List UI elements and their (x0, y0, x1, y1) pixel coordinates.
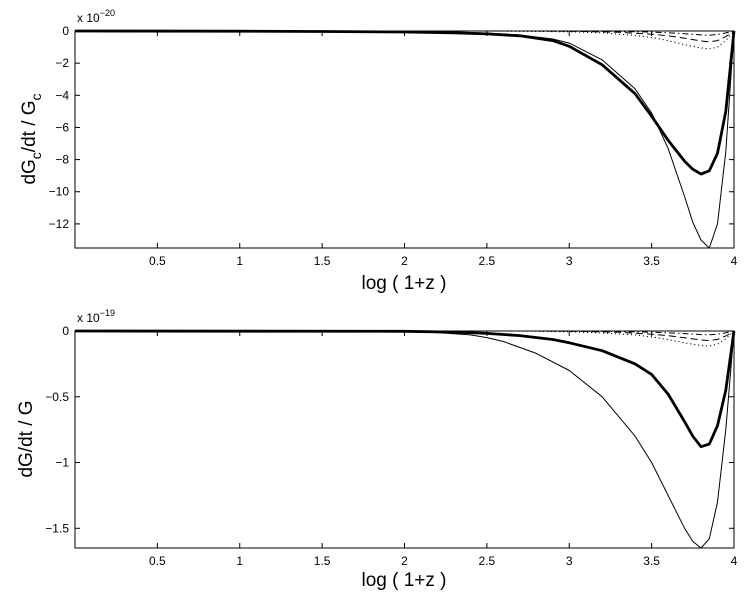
x-tick-label: 3 (566, 554, 573, 568)
y-tick-label: −2 (55, 56, 69, 70)
series-line-dotted (75, 30, 735, 50)
y-tick-label: −1.5 (45, 521, 69, 535)
y-tick-label: −6 (55, 120, 69, 134)
series-line-dash-dot (75, 330, 735, 336)
y-axis-title-bottom: dG/dt / G (16, 400, 37, 477)
series-line-dashed (75, 30, 735, 43)
x-tick-label: 3.5 (643, 554, 660, 568)
x-tick-label: 1 (236, 554, 243, 568)
y-tick-label: 0 (62, 324, 69, 338)
panel-bottom: 0.5 1 1.5 2 2.5 3 3.5 4 0 −0.5 −1 −1.5 x 10−19 log … (16, 308, 738, 591)
y-tick-label: −12 (49, 217, 70, 231)
x-tick-label: 1.5 (314, 254, 331, 268)
x-tick-label: 3.5 (643, 254, 660, 268)
ticks-group-top: 0.5 1 1.5 2 2.5 3 3.5 4 0 −2 −4 −6 −8 −10 −12 (49, 24, 738, 268)
x-tick-label: 1 (236, 254, 243, 268)
x-tick-label: 4 (731, 554, 738, 568)
x-axis-title-top: log ( 1+z ) (361, 273, 446, 294)
exponent-label-top: x 10−20 (77, 8, 115, 25)
series-line-thick-solid (74, 29, 736, 176)
y-tick-label: −8 (55, 153, 69, 167)
series-group-top (74, 29, 736, 249)
x-tick-label: 3 (566, 254, 573, 268)
series-line-dashed (75, 330, 735, 341)
y-tick-label: −4 (55, 88, 69, 102)
plot-area-top (74, 30, 735, 249)
x-tick-label: 2 (401, 254, 408, 268)
series-line-thick-solid (74, 329, 736, 449)
x-axis-title-bottom: log ( 1+z ) (361, 570, 446, 591)
x-tick-label: 2.5 (479, 554, 496, 568)
x-tick-label: 0.5 (149, 254, 166, 268)
y-tick-label: −1 (55, 456, 69, 470)
series-line-dash-dot (75, 30, 735, 36)
x-tick-label: 2.5 (479, 254, 496, 268)
y-tick-label: 0 (62, 24, 69, 38)
y-tick-label: −0.5 (45, 390, 69, 404)
ticks-group-bottom: 0.5 1 1.5 2 2.5 3 3.5 4 0 −0.5 −1 −1.5 (45, 324, 737, 568)
exponent-label-bottom: x 10−19 (77, 308, 115, 325)
panel-top: 0.5 1 1.5 2 2.5 3 3.5 40−2−4−6−8−10−12 x 10−20 … (19, 8, 738, 294)
series-line-thin-solid (75, 30, 735, 249)
x-tick-label: 4 (731, 254, 738, 268)
x-tick-label: 1.5 (314, 554, 331, 568)
x-tick-label: 0.5 (149, 554, 166, 568)
y-axis-title-top: dGc/dt / Gc (19, 93, 44, 184)
y-tick-label: −10 (49, 185, 70, 199)
x-tick-label: 2 (401, 554, 408, 568)
series-group-bottom (74, 329, 736, 549)
